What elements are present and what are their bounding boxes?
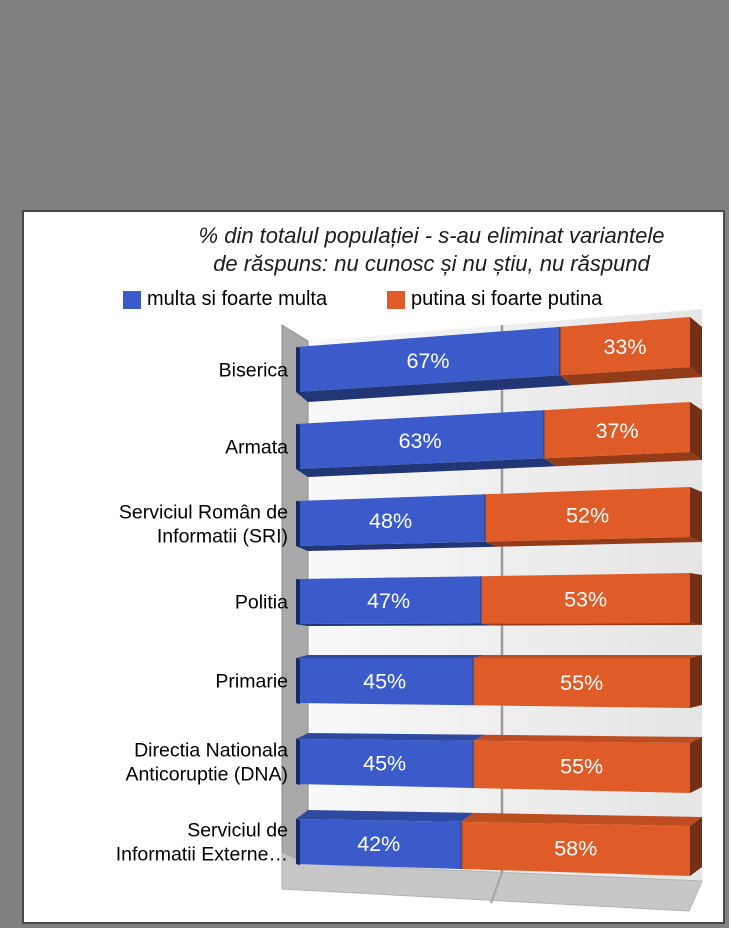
bar-orange-front [481, 573, 690, 624]
bar-orange-front [560, 317, 690, 376]
chart-title: % din totalul populației - s-au eliminat… [142, 222, 721, 278]
bar-blue-front [296, 326, 560, 392]
data-label-blue: 47% [367, 589, 410, 613]
bar-blue-top-face [296, 810, 474, 822]
data-label-orange: 55% [560, 671, 603, 695]
bar-blue-top-face [296, 733, 486, 741]
bar-left-cap [296, 347, 300, 393]
data-label-orange: 53% [564, 587, 607, 611]
floor-gridline-50 [489, 872, 504, 904]
data-label-blue: 48% [369, 509, 412, 533]
bar-blue-front [296, 739, 474, 788]
bar-left-cap [296, 739, 300, 785]
bar-right-cap [690, 737, 702, 793]
category-label: Serviciul Român de Informatii (SRI) [119, 502, 288, 548]
category-label: Politia [235, 592, 288, 614]
bar-blue-front [296, 410, 545, 469]
bar-left-cap [296, 424, 300, 470]
legend-item-putina: putina si foarte putina [387, 288, 602, 311]
legend-swatch-orange-icon [387, 290, 405, 309]
bar-orange-front [473, 658, 690, 708]
bar-blue-front [296, 494, 486, 546]
bar-orange-front [461, 821, 690, 876]
bar-right-cap [690, 573, 702, 625]
category-label: Primarie [215, 671, 288, 693]
bar-orange-front [473, 740, 690, 793]
category-label: Serviciul de Informatii Externe… [116, 820, 288, 866]
category-label: Biserica [219, 360, 289, 382]
bar-orange-front [544, 402, 690, 459]
data-label-blue: 63% [399, 429, 442, 453]
data-label-orange: 37% [596, 419, 639, 443]
bar-blue-bottom-face [296, 375, 572, 402]
bar-right-cap [690, 487, 702, 542]
bar-right-cap [690, 402, 702, 460]
bar-blue-front [296, 576, 482, 624]
category-label: Directia Nationala Anticoruptie (DNA) [125, 740, 288, 786]
bar-orange-bottom-face [544, 452, 702, 467]
legend-label-multa: multa si foarte multa [147, 288, 328, 310]
chart-title-line2: de răspuns: nu cunosc și nu știu, nu răs… [213, 251, 650, 276]
bar-blue-bottom-face [296, 623, 494, 626]
data-label-blue: 67% [406, 349, 449, 373]
chart-title-line1: % din totalul populației - s-au eliminat… [198, 223, 665, 248]
data-label-orange: 58% [554, 837, 597, 861]
bar-orange-bottom-face [485, 537, 702, 547]
bar-orange-bottom-face [560, 367, 702, 386]
legend-swatch-blue-icon [123, 290, 141, 309]
bar-blue-bottom-face [296, 541, 498, 551]
bar-right-cap [690, 655, 702, 708]
legend-item-multa: multa si foarte multa [123, 288, 327, 311]
bar-orange-bottom-face [481, 623, 702, 626]
data-label-orange: 33% [603, 335, 646, 359]
bar-left-cap [296, 658, 300, 704]
bar-right-cap [690, 317, 702, 377]
data-label-orange: 55% [560, 755, 603, 779]
bar-orange-top-face [461, 812, 702, 826]
bar-left-cap [296, 819, 300, 865]
data-label-blue: 42% [357, 832, 400, 856]
bar-left-cap [296, 501, 300, 547]
legend: multa si foarte multa putina si foarte p… [24, 288, 723, 312]
data-label-blue: 45% [363, 751, 406, 775]
bar-right-cap [690, 817, 702, 876]
bar-orange-front [485, 487, 690, 542]
bar-left-cap [296, 579, 300, 625]
category-label: Armata [225, 437, 288, 459]
bar-blue-front [296, 819, 462, 869]
bar-blue-front [296, 658, 474, 706]
data-label-blue: 45% [363, 670, 406, 694]
bar-blue-bottom-face [296, 458, 557, 477]
legend-label-putina: putina si foarte putina [411, 288, 603, 310]
bar-orange-top-face [473, 655, 702, 658]
bar-orange-top-face [473, 734, 702, 743]
data-label-orange: 52% [566, 503, 609, 527]
bar-blue-top-face [296, 655, 486, 658]
